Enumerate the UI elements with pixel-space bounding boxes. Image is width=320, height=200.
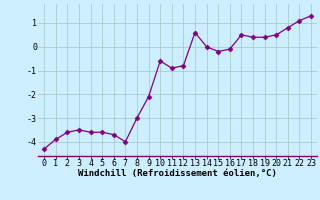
X-axis label: Windchill (Refroidissement éolien,°C): Windchill (Refroidissement éolien,°C) bbox=[78, 169, 277, 178]
